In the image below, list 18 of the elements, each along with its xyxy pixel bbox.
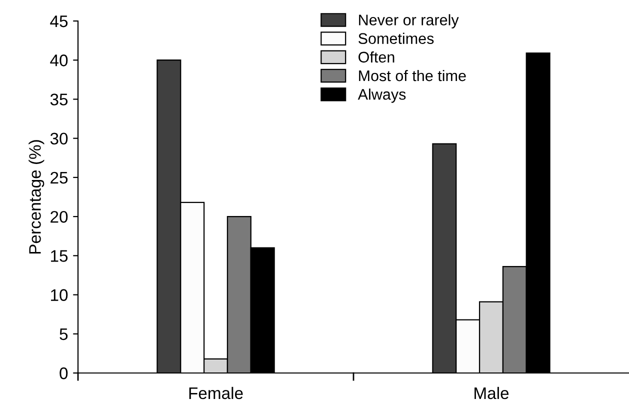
y-tick-label: 15 bbox=[51, 250, 68, 262]
y-tick-label: 40 bbox=[50, 54, 68, 66]
y-tick-label: 20 bbox=[50, 210, 68, 223]
x-tick-label: Male bbox=[474, 386, 509, 400]
y-tick-label: 5 bbox=[60, 328, 68, 340]
x-tick-label: Female bbox=[189, 386, 243, 400]
y-tick-label: 45 bbox=[50, 16, 68, 28]
legend-label: Never or rarely bbox=[359, 14, 459, 28]
legend-label: Sometimes bbox=[358, 32, 434, 44]
y-tick-label: 30 bbox=[50, 132, 68, 145]
legend-label: Always bbox=[358, 88, 406, 103]
y-tick-label: 10 bbox=[51, 289, 68, 301]
y-tick-label: 25 bbox=[50, 172, 68, 184]
legend-label: Often bbox=[358, 51, 394, 63]
y-tick-label: 35 bbox=[50, 94, 68, 106]
y-axis-title: Percentage (%) bbox=[28, 140, 44, 254]
y-tick-label: 0 bbox=[60, 367, 68, 380]
legend-label: Most of the time bbox=[359, 70, 466, 82]
